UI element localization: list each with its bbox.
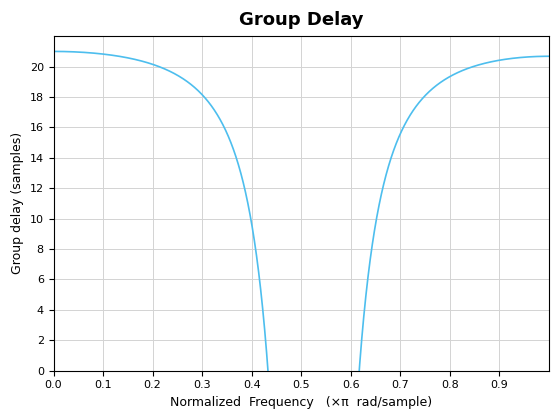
X-axis label: Normalized  Frequency   (×π  rad/sample): Normalized Frequency (×π rad/sample) <box>170 396 432 409</box>
Y-axis label: Group delay (samples): Group delay (samples) <box>11 132 24 275</box>
Title: Group Delay: Group Delay <box>239 11 363 29</box>
